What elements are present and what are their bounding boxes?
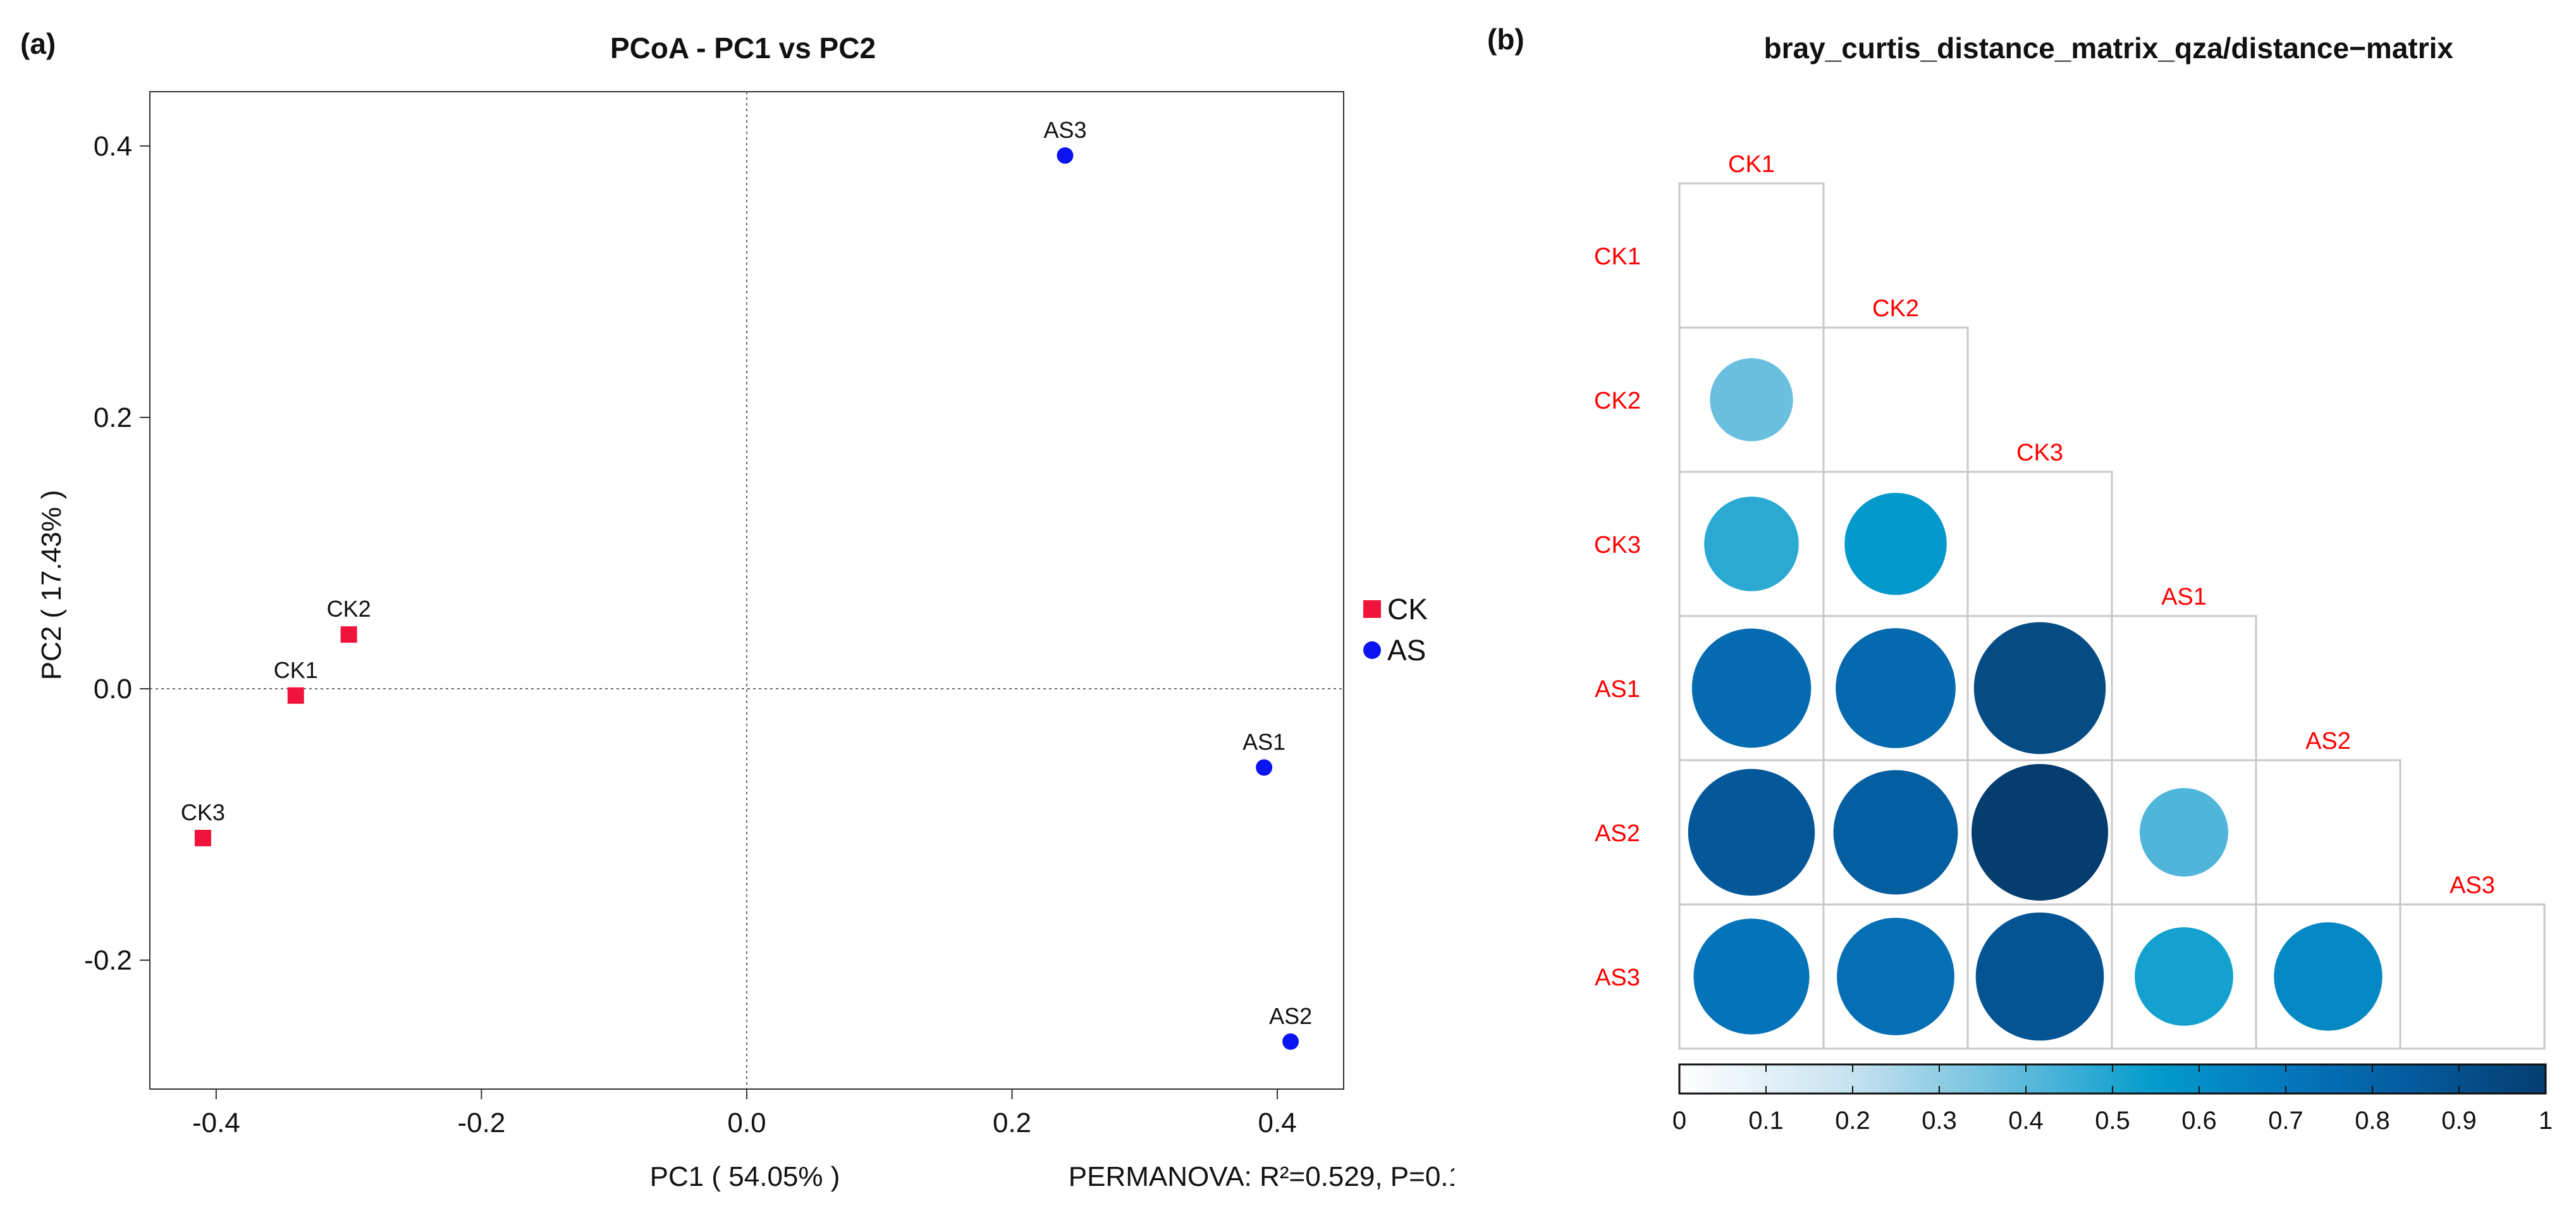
data-point bbox=[287, 687, 304, 704]
distance-circle bbox=[1844, 493, 1947, 595]
column-label: CK1 bbox=[1728, 151, 1775, 178]
pcoa-plot-area: -0.4 -0.2 0.0 0.2 0.4 -0.2 0.0 0.2 0.4 CK1 CK2 CK3 A… bbox=[84, 91, 1428, 1138]
matrix-cell bbox=[2255, 759, 2401, 906]
matrix-cell bbox=[1822, 326, 1969, 473]
distance-circle bbox=[1693, 918, 1810, 1035]
point-label: AS2 bbox=[1269, 1003, 1312, 1029]
colorbar-tick-label: 0.5 bbox=[2095, 1107, 2130, 1135]
matrix-cell bbox=[1678, 182, 1825, 329]
point-label: CK3 bbox=[181, 799, 225, 825]
y-tick-label: 0.4 bbox=[94, 131, 132, 162]
x-tick-label: -0.4 bbox=[192, 1107, 240, 1138]
matrix-cell bbox=[1966, 471, 2113, 617]
colorbar-tick-label: 1 bbox=[2539, 1107, 2553, 1135]
data-point bbox=[1282, 1033, 1299, 1050]
distance-circle bbox=[1833, 770, 1958, 895]
distance-matrix-title: bray_curtis_distance_matrix_qza/distance… bbox=[1764, 32, 2454, 65]
permanova-note: PERMANOVA: R²=0.529, P=0.1 bbox=[1069, 1161, 1454, 1192]
distance-circle bbox=[1975, 912, 2104, 1041]
distance-circle bbox=[1972, 764, 2108, 901]
matrix-cell bbox=[2399, 903, 2546, 1050]
column-label: AS1 bbox=[2161, 584, 2207, 610]
colorbar-tick-label: 0.1 bbox=[1748, 1107, 1784, 1135]
row-label: AS2 bbox=[1595, 820, 1640, 847]
y-tick-label: 0.0 bbox=[94, 674, 132, 705]
y-tick-label: -0.2 bbox=[84, 945, 132, 976]
colorbar-tick-label: 0 bbox=[1672, 1107, 1686, 1135]
point-label: CK1 bbox=[274, 657, 318, 683]
data-point bbox=[194, 830, 211, 847]
matrix-cell bbox=[2111, 615, 2257, 761]
legend-marker bbox=[1363, 641, 1381, 659]
colorbar-tick-label: 0.9 bbox=[2441, 1107, 2477, 1135]
pcoa-chart: (a) PCoA - PC1 vs PC2 PC1 ( 54.05% ) PC2… bbox=[20, 27, 1454, 1192]
x-tick-label: 0.4 bbox=[1258, 1107, 1297, 1138]
row-label: CK3 bbox=[1594, 532, 1641, 558]
x-tick-label: 0.0 bbox=[727, 1107, 766, 1138]
x-tick-label: -0.2 bbox=[458, 1107, 506, 1138]
data-point bbox=[1057, 147, 1074, 164]
colorbar-tick-label: 0.4 bbox=[2008, 1107, 2044, 1135]
row-label: AS1 bbox=[1595, 676, 1640, 703]
distance-circle bbox=[1691, 628, 1812, 748]
y-tick-label: 0.2 bbox=[94, 402, 132, 433]
colorbar-tick-label: 0.7 bbox=[2268, 1107, 2303, 1135]
row-label: AS3 bbox=[1595, 965, 1640, 991]
distance-circle bbox=[1836, 628, 1956, 748]
pcoa-x-axis-label: PC1 ( 54.05% ) bbox=[650, 1161, 840, 1192]
point-label: AS1 bbox=[1242, 729, 1285, 755]
colorbar: 0 0.1 0.2 0.3 0.4 0.5 0.6 0.7 0.8 0.9 1 bbox=[1672, 1063, 2553, 1135]
distance-circle bbox=[2135, 927, 2233, 1026]
distance-circle bbox=[1837, 918, 1954, 1035]
distance-circle bbox=[2274, 922, 2383, 1031]
correlogram-area: CK1 CK1 CK2 CK2 CK3 CK3 AS1 AS1 AS2 AS2 AS3 AS3 bbox=[1594, 151, 2546, 1050]
distance-circle bbox=[1710, 358, 1793, 441]
legend-marker bbox=[1363, 600, 1381, 618]
colorbar-tick-label: 0.3 bbox=[1922, 1107, 1957, 1135]
colorbar-tick-label: 0.2 bbox=[1835, 1107, 1870, 1135]
row-label: CK2 bbox=[1594, 388, 1641, 414]
data-point bbox=[1256, 759, 1273, 776]
legend-label: CK bbox=[1387, 593, 1428, 626]
point-label: CK2 bbox=[327, 596, 371, 622]
pcoa-title: PCoA - PC1 vs PC2 bbox=[610, 32, 876, 65]
point-label: AS3 bbox=[1043, 117, 1086, 143]
distance-circle bbox=[2140, 788, 2228, 877]
x-tick-label: 0.2 bbox=[993, 1107, 1031, 1138]
column-label: CK2 bbox=[1872, 295, 1919, 322]
column-label: AS3 bbox=[2450, 872, 2495, 899]
distance-matrix-panel: (b) bray_curtis_distance_matrix_qza/dist… bbox=[1454, 0, 2576, 1208]
pcoa-y-axis-label: PC2 ( 17.43% ) bbox=[36, 490, 67, 681]
column-label: CK3 bbox=[2016, 440, 2063, 466]
distance-matrix-chart: (b) bray_curtis_distance_matrix_qza/dist… bbox=[1487, 23, 2553, 1135]
panel-b-tag: (b) bbox=[1487, 23, 1524, 56]
distance-circle bbox=[1973, 622, 2106, 755]
colorbar-tick-label: 0.8 bbox=[2355, 1107, 2390, 1135]
panel-a-tag: (a) bbox=[20, 27, 56, 60]
colorbar-tick-label: 0.6 bbox=[2181, 1107, 2217, 1135]
column-label: AS2 bbox=[2305, 728, 2351, 755]
data-point bbox=[340, 626, 357, 643]
distance-circle bbox=[1704, 496, 1799, 591]
pcoa-panel: (a) PCoA - PC1 vs PC2 PC1 ( 54.05% ) PC2… bbox=[20, 27, 1454, 1192]
distance-circle bbox=[1688, 768, 1815, 896]
legend-label: AS bbox=[1387, 634, 1426, 667]
row-label: CK1 bbox=[1594, 243, 1641, 270]
